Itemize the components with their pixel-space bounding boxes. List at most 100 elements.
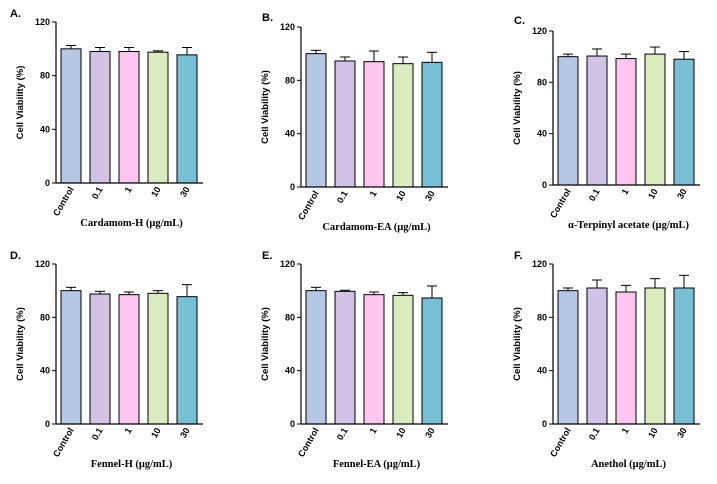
x-tick-label: 10	[646, 426, 660, 440]
x-tick-label: 1	[123, 426, 134, 435]
chart-panel-3: C. 0 40 80 120 Control 0.1 1 10 30 Cell Viability …	[512, 15, 700, 231]
y-tick-label: 120	[280, 22, 295, 32]
x-axis-title: Fennel-EA (μg/mL)	[333, 459, 421, 470]
bar-10	[644, 53, 666, 186]
y-tick-label: 0	[290, 419, 295, 429]
bar-0-1	[89, 293, 111, 425]
y-tick-label: 0	[542, 180, 547, 190]
bar-10	[147, 51, 169, 184]
y-tick-label: 40	[285, 129, 295, 139]
x-tick-label: 10	[394, 426, 408, 440]
x-tick-label: Control	[296, 189, 321, 222]
y-tick-label: 120	[280, 259, 295, 269]
y-tick-label: 40	[285, 366, 295, 376]
panel-letter: C.	[514, 15, 525, 27]
y-tick-label: 0	[45, 419, 50, 429]
y-tick-label: 120	[532, 259, 547, 269]
x-tick-label: 10	[646, 187, 660, 201]
y-axis-title: Cell Viability (%)	[512, 71, 523, 145]
bar-1	[615, 58, 637, 186]
y-tick-label: 80	[40, 312, 50, 322]
x-tick-label: 0.1	[335, 189, 350, 205]
y-axis-title: Cell Viability (%)	[260, 70, 271, 144]
y-axis-title: Cell Viability (%)	[260, 307, 271, 381]
y-tick-label: 80	[40, 71, 50, 81]
y-axis-title: Cell Viability (%)	[512, 307, 523, 381]
panel-letter: B.	[262, 12, 273, 24]
x-tick-label: 0.1	[587, 426, 602, 442]
x-tick-label: 0.1	[90, 426, 105, 442]
chart-panel-2: B. 0 40 80 120 Control 0.1 1 10 30 Cell Viability …	[260, 12, 448, 233]
x-axis-title: α-Terpinyl acetate (μg/mL)	[568, 220, 690, 231]
bar-30	[673, 58, 695, 186]
x-tick-label: 30	[178, 185, 192, 199]
x-tick-label: 1	[368, 426, 379, 435]
bar-10	[392, 294, 414, 425]
x-tick-label: 30	[178, 426, 192, 440]
x-tick-label: 0.1	[90, 185, 105, 201]
bar-30	[176, 296, 198, 425]
bar-30	[673, 287, 695, 425]
x-tick-label: 0.1	[335, 426, 350, 442]
x-tick-label: 0.1	[587, 187, 602, 203]
bar-control	[60, 290, 82, 425]
bar-control	[557, 290, 579, 425]
y-tick-label: 120	[35, 17, 50, 27]
y-tick-label: 0	[290, 182, 295, 192]
chart-panel-5: E. 0 40 80 120 Control 0.1 1 10 30 Cell Viability …	[260, 250, 448, 470]
y-tick-label: 80	[537, 77, 547, 87]
bar-control	[557, 56, 579, 186]
bar-1	[118, 51, 140, 184]
bar-0-1	[334, 290, 356, 425]
y-tick-label: 80	[285, 312, 295, 322]
x-tick-label: 1	[123, 185, 134, 194]
y-tick-label: 120	[532, 26, 547, 36]
y-tick-label: 0	[45, 178, 50, 188]
x-axis-title: Cardamom-H (μg/mL)	[80, 218, 183, 229]
y-tick-label: 40	[537, 129, 547, 139]
x-axis-title: Fennel-H (μg/mL)	[91, 459, 173, 470]
bar-0-1	[89, 51, 111, 184]
bar-1	[363, 294, 385, 425]
bar-0-1	[586, 287, 608, 425]
x-tick-label: Control	[548, 426, 573, 459]
x-axis-title: Anethol (μg/mL)	[591, 459, 667, 470]
bar-10	[392, 63, 414, 188]
bar-0-1	[334, 60, 356, 188]
bar-10	[147, 292, 169, 425]
x-tick-label: Control	[51, 426, 76, 459]
bar-1	[615, 291, 637, 425]
bar-30	[421, 297, 443, 425]
y-tick-label: 40	[40, 124, 50, 134]
x-tick-label: 1	[368, 189, 379, 198]
y-tick-label: 120	[35, 259, 50, 269]
y-tick-label: 0	[542, 419, 547, 429]
x-tick-label: 10	[149, 426, 163, 440]
y-tick-label: 80	[285, 75, 295, 85]
x-tick-label: 30	[423, 189, 437, 203]
panel-letter: D.	[10, 250, 21, 262]
bar-control	[60, 48, 82, 184]
bar-30	[176, 54, 198, 184]
chart-panel-4: D. 0 40 80 120 Control 0.1 1 10 30 Cell Viability …	[10, 250, 203, 470]
panel-letter: F.	[514, 250, 523, 262]
y-tick-label: 80	[537, 312, 547, 322]
x-tick-label: 1	[620, 187, 631, 196]
x-tick-label: 10	[394, 189, 408, 203]
y-axis-title: Cell Viability (%)	[15, 307, 26, 381]
y-tick-label: 40	[537, 366, 547, 376]
panel-letter: E.	[262, 250, 272, 262]
chart-panel-1: A. 0 40 80 120 Control 0.1 1 10 30 Cell Viability …	[10, 8, 203, 229]
chart-panel-6: F. 0 40 80 120 Control 0.1 1 10 30 Cell Viability …	[512, 250, 700, 470]
x-axis-title: Cardamom-EA (μg/mL)	[322, 222, 431, 233]
bar-30	[421, 61, 443, 188]
x-tick-label: 30	[675, 426, 689, 440]
bar-control	[305, 290, 327, 425]
panel-letter: A.	[10, 8, 21, 20]
y-tick-label: 40	[40, 366, 50, 376]
x-tick-label: 10	[149, 185, 163, 199]
bar-1	[363, 61, 385, 188]
x-tick-label: Control	[51, 185, 76, 218]
x-tick-label: 30	[423, 426, 437, 440]
